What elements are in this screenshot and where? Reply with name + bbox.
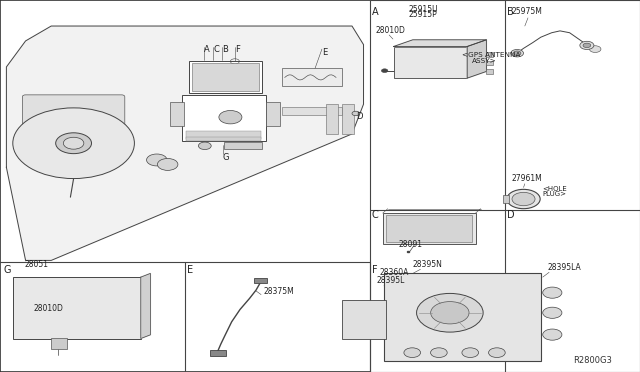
Circle shape <box>580 41 594 49</box>
Circle shape <box>431 302 469 324</box>
Bar <box>384 273 541 361</box>
Text: A: A <box>204 45 209 54</box>
Text: 27961M: 27961M <box>512 174 543 183</box>
Bar <box>370 0 640 372</box>
Text: 25915P: 25915P <box>408 10 437 19</box>
Polygon shape <box>141 273 150 339</box>
Circle shape <box>157 158 178 170</box>
Bar <box>51 338 67 349</box>
Text: B: B <box>222 45 228 54</box>
Bar <box>13 277 141 339</box>
Circle shape <box>507 189 540 209</box>
Text: 25915U: 25915U <box>408 5 438 14</box>
Bar <box>282 68 342 86</box>
Bar <box>254 278 267 283</box>
Circle shape <box>219 110 242 124</box>
Text: <HOLE: <HOLE <box>543 186 568 192</box>
Text: B: B <box>507 7 514 17</box>
Circle shape <box>543 307 562 318</box>
Bar <box>326 104 338 134</box>
Circle shape <box>462 348 479 357</box>
Text: 28375M: 28375M <box>264 287 294 296</box>
Text: 28395N: 28395N <box>413 260 443 269</box>
Bar <box>224 142 262 149</box>
Circle shape <box>63 137 84 149</box>
Bar <box>342 104 354 134</box>
Circle shape <box>352 111 360 116</box>
Text: 28091: 28091 <box>399 240 423 249</box>
Circle shape <box>589 46 601 52</box>
Bar <box>282 107 342 115</box>
Text: 28395L: 28395L <box>376 276 404 285</box>
Bar <box>210 350 226 356</box>
Text: E: E <box>187 265 193 275</box>
Bar <box>394 46 467 78</box>
Bar <box>486 52 493 57</box>
Bar <box>170 102 184 126</box>
Circle shape <box>488 348 505 357</box>
Text: F: F <box>235 45 240 54</box>
Bar <box>266 102 280 126</box>
Polygon shape <box>6 26 364 260</box>
Circle shape <box>512 192 535 206</box>
Text: D: D <box>356 112 362 121</box>
Bar <box>342 300 386 339</box>
Circle shape <box>381 69 388 73</box>
Text: A: A <box>372 7 378 17</box>
FancyArrow shape <box>407 251 409 252</box>
Text: PLUG>: PLUG> <box>543 191 567 197</box>
Bar <box>186 137 261 141</box>
Polygon shape <box>394 40 486 46</box>
Circle shape <box>543 287 562 298</box>
Circle shape <box>56 133 92 154</box>
Bar <box>486 61 493 65</box>
Text: ASSY>: ASSY> <box>472 58 497 64</box>
Text: F: F <box>372 265 378 275</box>
Bar <box>386 215 472 242</box>
Bar <box>192 63 259 91</box>
Circle shape <box>513 51 521 55</box>
Circle shape <box>431 348 447 357</box>
Text: C: C <box>213 45 219 54</box>
Bar <box>383 213 476 244</box>
Text: 28010D: 28010D <box>375 26 405 35</box>
Text: 25975M: 25975M <box>512 7 543 16</box>
Bar <box>189 61 262 93</box>
Text: R2800G3: R2800G3 <box>573 356 612 365</box>
Bar <box>486 69 493 74</box>
Circle shape <box>13 108 134 179</box>
Text: <GPS ANTENNA: <GPS ANTENNA <box>462 52 520 58</box>
Bar <box>182 95 266 141</box>
Text: D: D <box>507 210 515 220</box>
Polygon shape <box>467 40 486 78</box>
Text: E: E <box>322 48 327 57</box>
Bar <box>503 195 509 203</box>
Circle shape <box>404 348 420 357</box>
Text: C: C <box>372 210 379 220</box>
Text: G: G <box>3 265 11 275</box>
Text: 28010D: 28010D <box>33 304 63 313</box>
Text: 28395LA: 28395LA <box>547 263 581 272</box>
Circle shape <box>583 43 591 48</box>
Text: 28051: 28051 <box>24 260 49 269</box>
Circle shape <box>417 294 483 332</box>
Circle shape <box>198 142 211 150</box>
Bar <box>186 131 261 139</box>
FancyBboxPatch shape <box>22 95 125 132</box>
Circle shape <box>511 49 524 57</box>
Circle shape <box>147 154 167 166</box>
Text: 28360A: 28360A <box>380 268 409 277</box>
Circle shape <box>543 329 562 340</box>
Text: G: G <box>223 153 229 161</box>
